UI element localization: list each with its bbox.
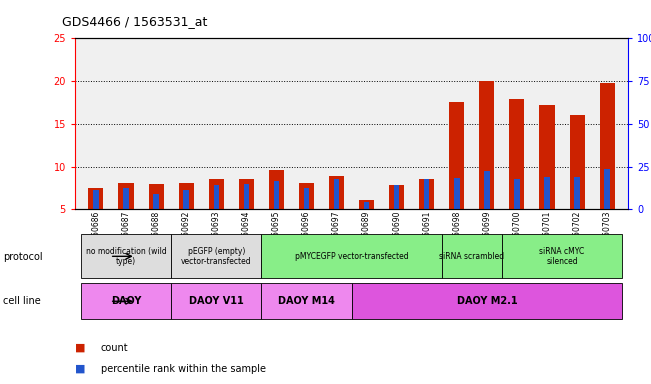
Bar (600, 83, 615, 252)
Bar (93, 190, 98, 252)
Bar (261, 234, 442, 278)
Bar (304, 188, 309, 252)
Text: no modification (wild
type): no modification (wild type) (86, 247, 167, 266)
Text: ■: ■ (75, 364, 85, 374)
Bar (81, 234, 171, 278)
Bar (171, 283, 261, 319)
Bar (389, 185, 404, 252)
Bar (148, 184, 163, 252)
Bar (359, 200, 374, 252)
Bar (239, 179, 254, 252)
Bar (273, 181, 279, 252)
Text: pEGFP (empty)
vector-transfected: pEGFP (empty) vector-transfected (181, 247, 251, 266)
Bar (442, 234, 502, 278)
Text: DAOY: DAOY (111, 296, 141, 306)
Text: DAOY V11: DAOY V11 (189, 296, 243, 306)
Text: siRNA scrambled: siRNA scrambled (439, 252, 505, 261)
Bar (605, 169, 610, 252)
Bar (544, 177, 549, 252)
Bar (261, 283, 352, 319)
Text: siRNA cMYC
silenced: siRNA cMYC silenced (540, 247, 585, 266)
Bar (118, 183, 133, 252)
Bar (352, 283, 622, 319)
Bar (540, 105, 555, 252)
Bar (329, 176, 344, 252)
Bar (364, 202, 369, 252)
Text: count: count (101, 343, 128, 353)
Bar (424, 179, 430, 252)
Text: ■: ■ (75, 343, 85, 353)
Text: pMYCEGFP vector-transfected: pMYCEGFP vector-transfected (295, 252, 408, 261)
Bar (123, 188, 129, 252)
Bar (334, 179, 339, 252)
Bar (89, 188, 104, 252)
Bar (214, 185, 219, 252)
Bar (184, 190, 189, 252)
Text: DAOY M14: DAOY M14 (278, 296, 335, 306)
Bar (269, 170, 284, 252)
Bar (484, 171, 490, 252)
Bar (171, 234, 261, 278)
Bar (299, 183, 314, 252)
Bar (510, 99, 525, 252)
Bar (574, 177, 580, 252)
Bar (479, 81, 494, 252)
Text: percentile rank within the sample: percentile rank within the sample (101, 364, 266, 374)
Text: cell line: cell line (3, 296, 41, 306)
Bar (81, 283, 171, 319)
Text: protocol: protocol (3, 252, 43, 262)
Text: DAOY M2.1: DAOY M2.1 (456, 296, 517, 306)
Bar (570, 115, 585, 252)
Bar (209, 179, 224, 252)
Bar (449, 102, 464, 252)
Bar (419, 179, 434, 252)
Bar (178, 183, 193, 252)
Bar (454, 178, 460, 252)
Bar (514, 179, 519, 252)
Bar (502, 234, 622, 278)
Bar (243, 184, 249, 252)
Bar (154, 194, 159, 252)
Bar (394, 185, 399, 252)
Text: GDS4466 / 1563531_at: GDS4466 / 1563531_at (62, 15, 207, 28)
